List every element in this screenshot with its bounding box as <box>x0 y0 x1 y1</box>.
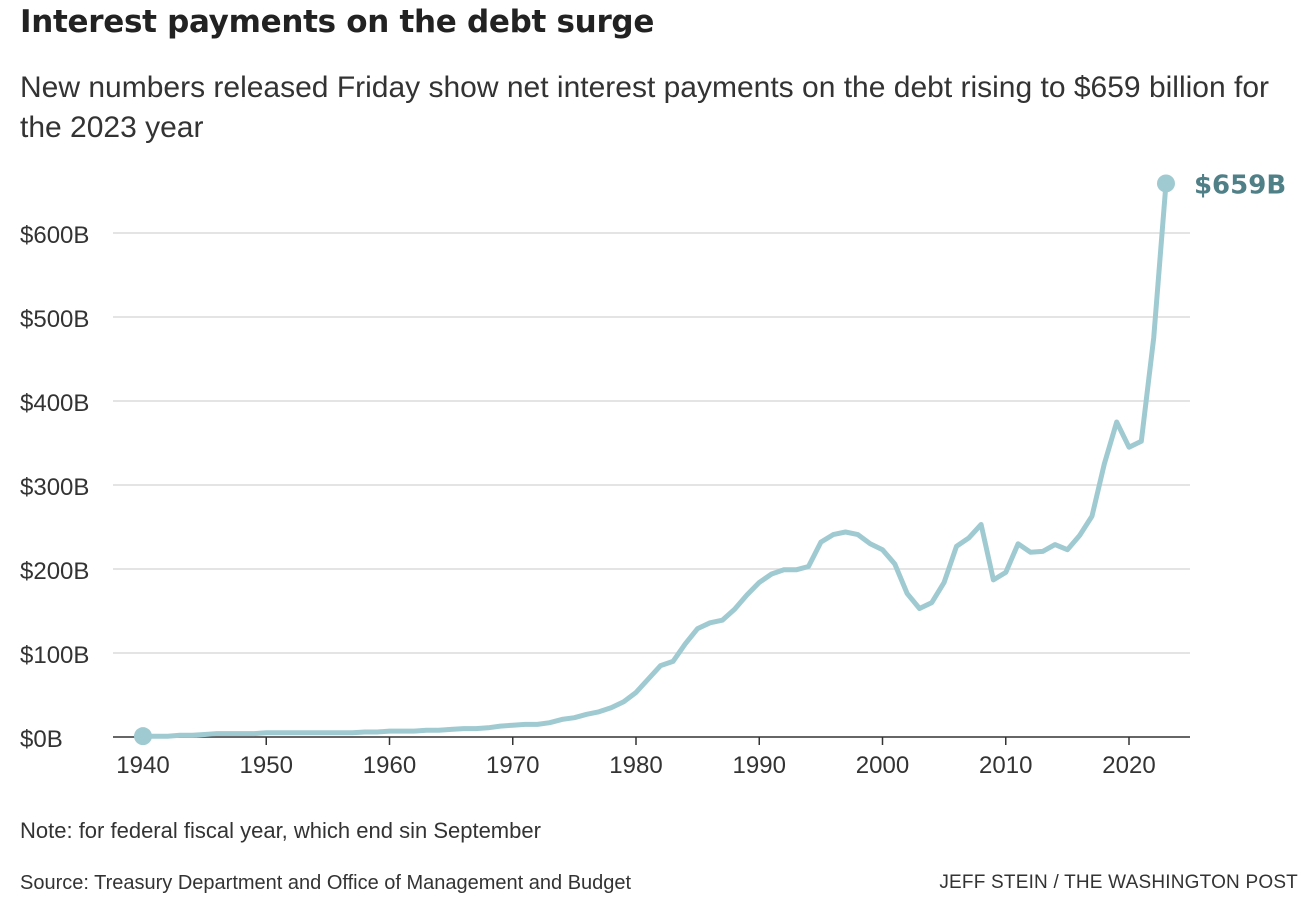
y-tick-label: $400B <box>20 390 89 417</box>
y-tick-label: $200B <box>20 558 89 585</box>
x-tick-label: 1960 <box>363 752 416 779</box>
chart-subtitle: New numbers released Friday show net int… <box>20 71 1269 144</box>
y-tick-label: $500B <box>20 306 89 333</box>
y-tick-label: $100B <box>20 642 89 669</box>
chart-credit: JEFF STEIN / THE WASHINGTON POST <box>939 872 1298 893</box>
chart-source: Source: Treasury Department and Office o… <box>20 872 632 894</box>
x-axis-ticks: 1940 1950 1960 1970 1980 1990 2000 2010 2020 <box>116 737 1156 779</box>
x-tick-label: 1950 <box>240 752 293 779</box>
start-point-marker <box>134 727 152 746</box>
x-tick-label: 1990 <box>733 752 786 779</box>
chart-note: Note: for federal fiscal year, which end… <box>20 818 541 843</box>
y-axis-ticks: $0B $100B $200B $300B $400B $500B $600B <box>20 222 89 753</box>
y-tick-label: $300B <box>20 474 89 501</box>
end-point-marker <box>1156 174 1175 193</box>
x-tick-label: 1980 <box>609 752 662 779</box>
end-value-label: $659B <box>1194 170 1286 200</box>
gridlines <box>113 232 1190 654</box>
x-tick-label: 2020 <box>1102 752 1155 779</box>
chart-title: Interest payments on the debt surge <box>20 4 655 40</box>
x-tick-label: 2000 <box>856 752 909 779</box>
y-tick-label: $600B <box>20 222 89 249</box>
line-chart: $0B$100B$200B$300B$400B$500B$600B 1940 19… <box>20 170 1286 779</box>
x-tick-label: 2010 <box>979 752 1032 779</box>
series-line-interest-payments <box>140 180 1169 739</box>
y-tick-label: $0B <box>20 726 63 753</box>
x-tick-label: 1940 <box>116 752 169 779</box>
x-tick-label: 1970 <box>486 752 539 779</box>
